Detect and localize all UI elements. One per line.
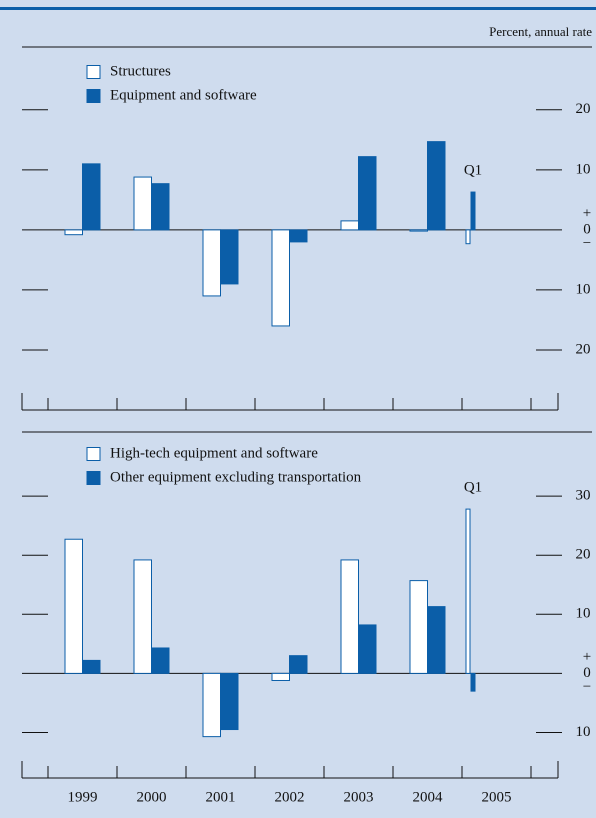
bar [133,559,152,674]
y-tick-label: 0 [583,665,591,681]
y-tick-label: 20 [576,101,591,117]
bar [64,538,83,674]
y-tick-label: 20 [576,341,591,357]
y-tick-label: 10 [576,724,591,740]
y-tick-label: 0 [583,221,591,237]
zero-sign: − [583,679,591,695]
bar [271,229,290,327]
x-tick-label: 2001 [206,789,236,805]
bar [427,141,446,231]
x-tick-label: 2004 [413,789,444,805]
bar [220,672,239,731]
legend-label: Equipment and software [110,87,257,103]
x-tick-label: 2002 [275,789,305,805]
bar [133,176,152,231]
x-tick-label: 2000 [137,789,167,805]
bar [289,229,308,243]
unit-label: Percent, annual rate [489,24,592,39]
zero-sign: − [583,235,591,251]
legend-label: High-tech equipment and software [110,445,318,461]
bar [340,220,359,231]
bar [289,655,308,674]
x-tick-label: 1999 [68,789,98,805]
bar [470,672,476,692]
x-tick-label: 2003 [344,789,374,805]
bar [465,508,471,674]
bar [358,156,377,231]
bar [220,229,239,285]
top-rule [0,7,596,10]
legend-swatch [86,447,101,461]
y-tick-label: 30 [576,488,591,504]
bar [409,580,428,674]
legend-swatch [86,471,101,485]
annotation: Q1 [464,480,482,496]
bar [465,229,471,245]
bar [470,191,476,231]
y-tick-label: 10 [576,281,591,297]
bar [82,659,101,674]
legend-label: Other equipment excluding transportation [110,469,362,485]
bar [340,559,359,674]
y-tick-label: 20 [576,547,591,563]
zero-sign: + [583,205,591,221]
bar [151,183,170,231]
legend-label: Structures [110,63,171,79]
y-tick-label: 10 [576,161,591,177]
bar [358,624,377,674]
bar [202,672,221,738]
bar [271,672,290,681]
bar [202,229,221,297]
bar [151,647,170,674]
bar [64,229,83,236]
bar [427,606,446,674]
x-tick-label: 2005 [482,789,512,805]
y-tick-label: 10 [576,606,591,622]
bar [409,229,428,232]
legend-swatch [86,65,101,79]
zero-sign: + [583,649,591,665]
bar [82,163,101,231]
legend-swatch [86,89,101,103]
annotation: Q1 [464,163,482,179]
